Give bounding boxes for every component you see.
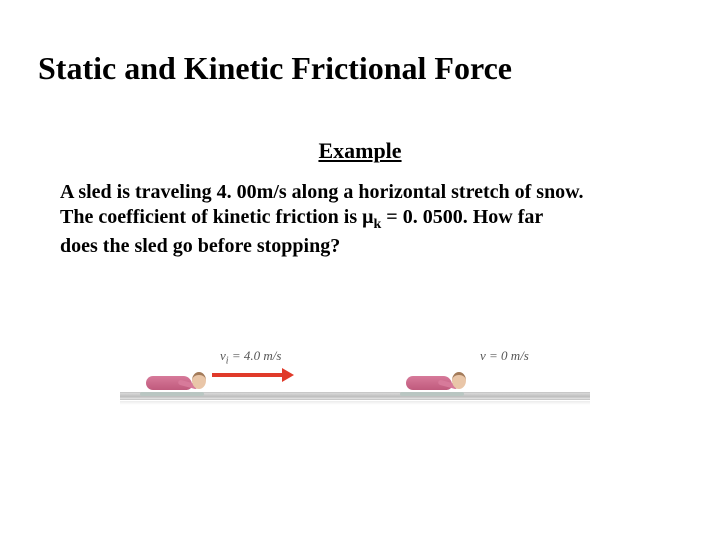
sled-base-icon: [140, 392, 204, 396]
problem-line3: does the sled go before stopping?: [60, 235, 340, 257]
rider-head-icon: [192, 372, 206, 389]
page-title: Static and Kinetic Frictional Force: [38, 50, 512, 87]
velocity-final-label: v = 0 m/s: [480, 348, 529, 364]
example-heading: Example: [0, 138, 720, 164]
rider-initial: [140, 372, 208, 394]
ground-shadow: [120, 401, 590, 405]
sled-diagram: vi = 4.0 m/s v = 0 m/s: [120, 346, 590, 406]
sled-final: [400, 372, 468, 394]
problem-line2a: The coefficient of kinetic friction is: [60, 206, 362, 228]
velocity-arrow: [212, 370, 294, 380]
arrow-head-icon: [282, 368, 294, 382]
vi-val: = 4.0 m/s: [229, 348, 282, 363]
problem-line2b: = 0. 0500. How far: [381, 206, 543, 228]
sled-initial: [140, 372, 208, 394]
rider-head-icon: [452, 372, 466, 389]
velocity-initial-label: vi = 4.0 m/s: [220, 348, 281, 367]
rider-final: [400, 372, 468, 394]
sled-base-icon: [400, 392, 464, 396]
arrow-line-icon: [212, 373, 284, 377]
problem-line1: A sled is traveling 4. 00m/s along a hor…: [60, 181, 584, 203]
vf-val: = 0 m/s: [486, 348, 529, 363]
problem-statement: A sled is traveling 4. 00m/s along a hor…: [60, 180, 670, 259]
mu-symbol: μ: [362, 206, 373, 228]
